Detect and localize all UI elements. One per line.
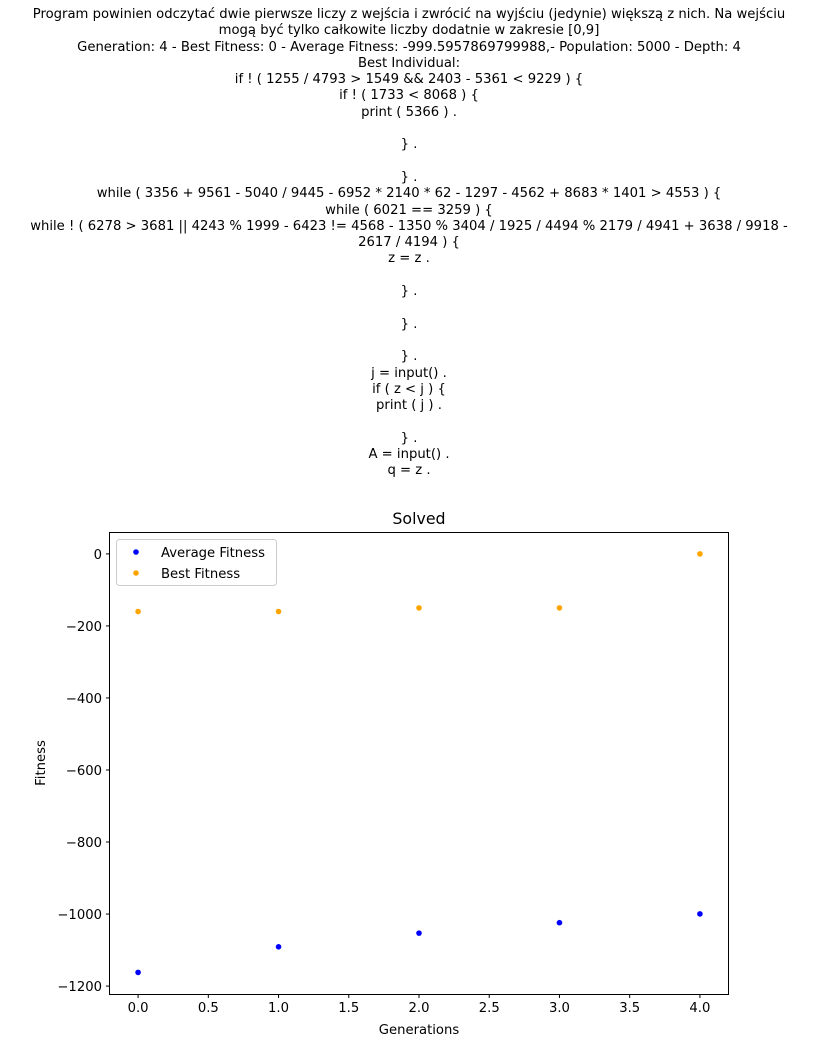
header-line: } . (400, 316, 418, 332)
x-tick-label: 4.0 (689, 1001, 710, 1016)
y-axis: 0 −200 −400 −600 −800 −1000 −1200 (57, 548, 110, 995)
x-tick-label: 2.5 (479, 1001, 500, 1016)
data-points (135, 551, 703, 976)
x-tick-label: 1.5 (338, 1001, 359, 1016)
legend-label: Average Fitness (161, 546, 265, 561)
point-average (275, 944, 282, 950)
header-line: mogą być tylko całkowite liczby dodatnie… (218, 23, 600, 39)
header-line: if ! ( 1733 < 8068 ) { (339, 88, 479, 104)
x-tick-label: 0.5 (198, 1001, 219, 1016)
point-best (135, 608, 141, 615)
x-tick-label: 3.0 (549, 1001, 570, 1016)
point-average (556, 919, 563, 926)
header-line: if ! ( 1255 / 4793 > 1549 && 2403 - 5361… (234, 72, 584, 88)
header-line: Best Individual: (357, 55, 461, 71)
y-tick-label: −400 (66, 692, 102, 707)
legend-marker (133, 549, 139, 555)
chart-title: Solved (392, 509, 445, 528)
header-line: A = input() . (368, 447, 450, 463)
header-line: } . (400, 137, 418, 153)
header-line: } . (400, 349, 418, 365)
point-average (135, 969, 141, 976)
header-line: j = input() . (371, 365, 447, 381)
header-line: print ( j ) . (376, 398, 442, 414)
header-line: q = z . (387, 463, 431, 479)
x-tick-label: 2.0 (409, 1001, 430, 1016)
legend: Average Fitness Best Fitness (116, 539, 277, 586)
description-header: Program powinien odczytać dwie pierwsze … (0, 7, 818, 480)
header-line: } . (400, 284, 418, 300)
header-line: while ! ( 6278 > 3681 || 4243 % 1999 - 6… (30, 218, 788, 234)
header-line: while ( 3356 + 9561 - 5040 / 9445 - 6952… (96, 186, 722, 202)
header-line: Program powinien odczytać dwie pierwsze … (32, 7, 786, 22)
point-best (697, 551, 703, 557)
point-average (697, 911, 703, 917)
y-tick-label: −200 (66, 620, 102, 635)
header-line: 2617 / 4194 ) { (358, 235, 460, 251)
point-average (416, 930, 422, 936)
y-tick-label: −600 (66, 764, 102, 779)
y-tick-label: −1200 (57, 980, 102, 995)
y-tick-label: −800 (66, 836, 102, 851)
legend-box (116, 539, 277, 586)
y-axis-label: Fitness (34, 740, 49, 786)
legend-marker (133, 570, 139, 576)
y-tick-label: −1000 (57, 908, 102, 923)
point-best (556, 605, 563, 611)
x-axis: 0.0 0.5 1.0 1.5 2.0 2.5 3.0 3.5 4.0 (128, 994, 710, 1016)
x-tick-label: 0.0 (128, 1001, 149, 1016)
header-line: } . (400, 169, 418, 185)
header-line: if ( z < j ) { (372, 381, 446, 397)
point-best (416, 605, 422, 611)
header-line: z = z . (388, 251, 430, 267)
plot-frame (109, 532, 729, 995)
legend-label: Best Fitness (161, 567, 240, 582)
header-line: print ( 5366 ) . (361, 104, 457, 120)
x-axis-label: Generations (379, 1023, 460, 1038)
y-tick-label: 0 (94, 548, 102, 563)
x-tick-label: 1.0 (268, 1001, 289, 1016)
header-line: } . (400, 430, 418, 446)
header-line: Generation: 4 - Best Fitness: 0 - Averag… (77, 39, 741, 55)
point-best (275, 608, 282, 615)
x-tick-label: 3.5 (619, 1001, 640, 1016)
header-line: while ( 6021 == 3259 ) { (325, 202, 493, 218)
